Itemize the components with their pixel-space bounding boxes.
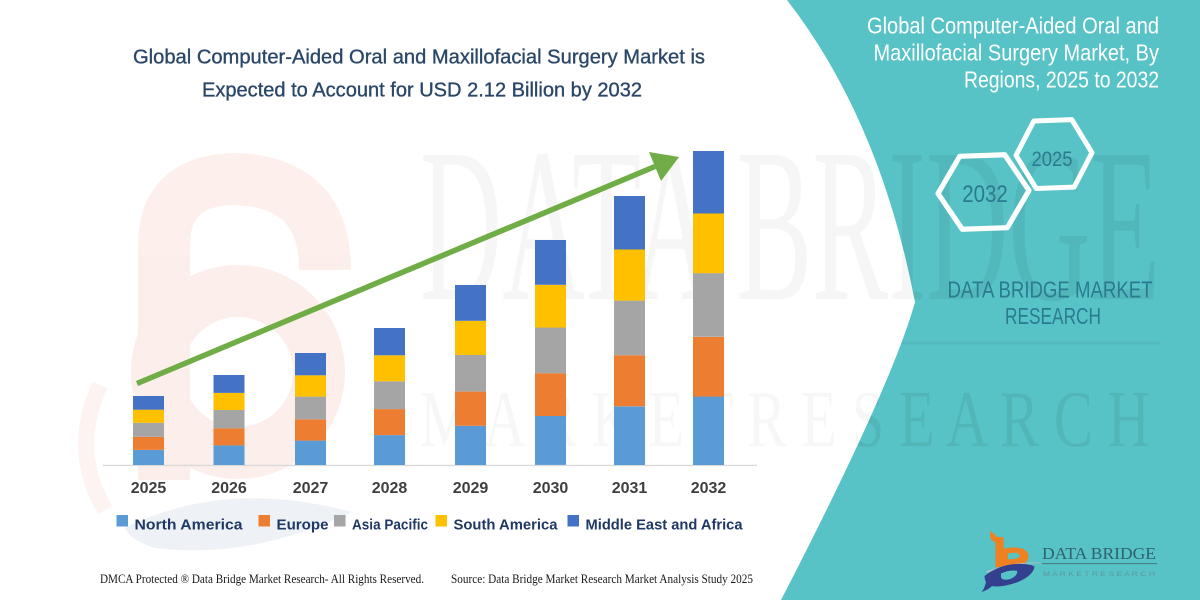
svg-text:2030: 2030 — [533, 480, 569, 497]
svg-text:Source: Data Bridge Market Res: Source: Data Bridge Market Research Mark… — [451, 572, 753, 586]
svg-text:2025: 2025 — [131, 480, 167, 497]
svg-text:2026: 2026 — [211, 480, 247, 497]
svg-text:2025: 2025 — [1032, 147, 1073, 171]
svg-text:Global Computer-Aided Oral and: Global Computer-Aided Oral and Maxillofa… — [133, 46, 705, 69]
svg-text:2028: 2028 — [372, 480, 408, 497]
svg-text:Expected to Account for USD 2.: Expected to Account for USD 2.12 Billion… — [202, 79, 642, 102]
svg-text:Asia Pacific: Asia Pacific — [352, 517, 428, 534]
svg-text:Maxillofacial Surgery Market,: Maxillofacial Surgery Market, By — [874, 40, 1160, 66]
svg-text:South America: South America — [454, 517, 559, 534]
svg-text:2032: 2032 — [691, 480, 727, 497]
svg-text:2027: 2027 — [293, 480, 329, 497]
svg-text:DATA BRIDGE: DATA BRIDGE — [1042, 544, 1156, 563]
svg-text:Middle East and Africa: Middle East and Africa — [586, 517, 744, 534]
svg-text:DATA BRIDGE MARKET: DATA BRIDGE MARKET — [948, 277, 1153, 303]
svg-text:RESEARCH: RESEARCH — [1005, 303, 1101, 329]
svg-text:North America: North America — [135, 517, 244, 534]
svg-text:DMCA Protected ® Data Bridge M: DMCA Protected ® Data Bridge Market Rese… — [100, 572, 424, 586]
svg-text:Global Computer-Aided Oral and: Global Computer-Aided Oral and — [867, 13, 1159, 39]
svg-text:2029: 2029 — [453, 480, 489, 497]
svg-text:2031: 2031 — [612, 480, 648, 497]
svg-text:Europe: Europe — [277, 517, 329, 534]
svg-text:2032: 2032 — [962, 181, 1008, 208]
svg-text:M A R K E T R E S E A R C H: M A R K E T R E S E A R C H — [1043, 571, 1155, 578]
svg-text:Regions, 2025 to 2032: Regions, 2025 to 2032 — [964, 67, 1159, 93]
